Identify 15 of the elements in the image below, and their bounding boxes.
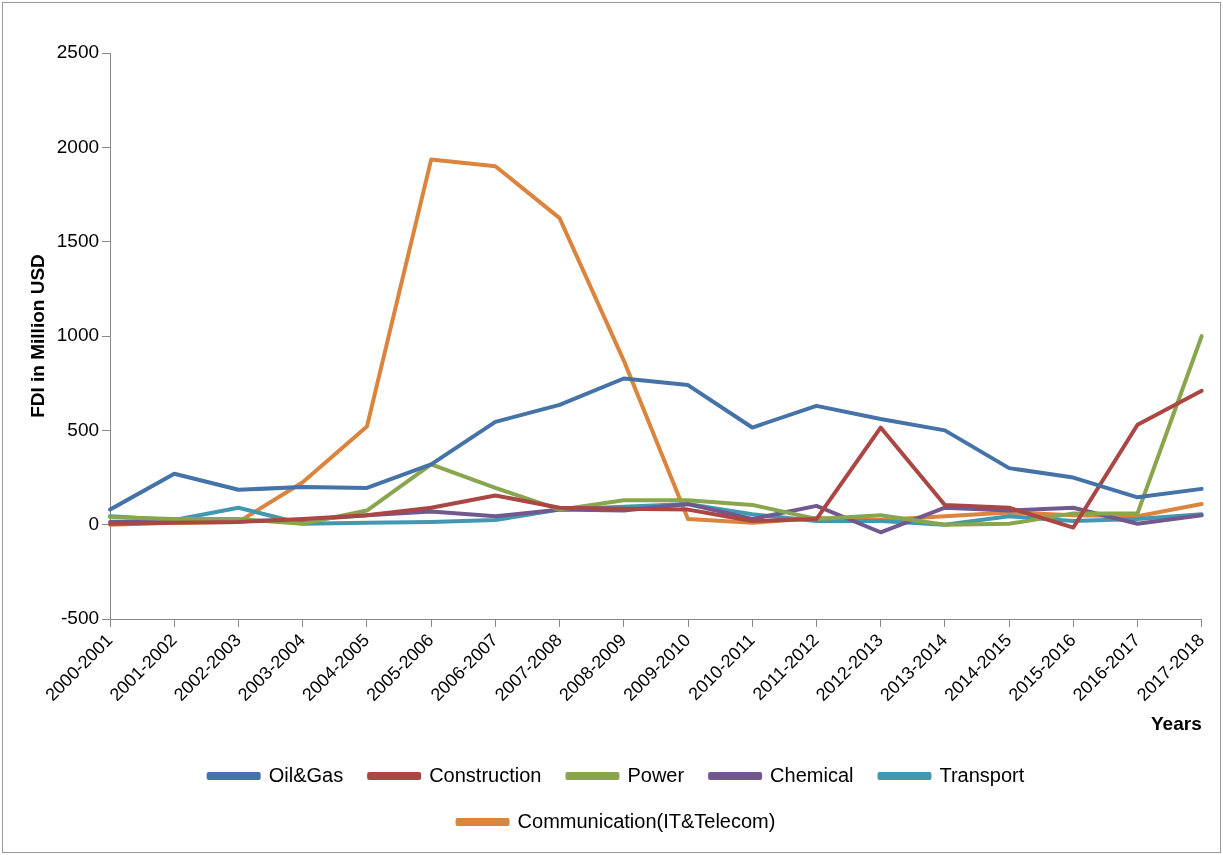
- legend-label: Transport: [939, 763, 1025, 786]
- y-tick-label: 2500: [56, 41, 100, 63]
- y-tick-label: -500: [61, 607, 100, 629]
- y-tick-label: 500: [67, 418, 100, 440]
- legend-label: Chemical: [770, 763, 854, 786]
- legend-label: Construction: [429, 763, 542, 786]
- y-tick-label: 1000: [56, 324, 100, 346]
- y-axis-title: FDI in Million USD: [26, 254, 48, 418]
- legend-label: Oil&Gas: [268, 763, 344, 786]
- legend-label: Communication(IT&Telecom): [517, 809, 776, 832]
- y-tick-label: 1500: [56, 229, 100, 251]
- legend-label: Power: [627, 763, 685, 786]
- x-axis-title: Years: [1150, 712, 1202, 734]
- y-tick-label: 0: [88, 512, 100, 534]
- y-tick-label: 2000: [56, 135, 100, 157]
